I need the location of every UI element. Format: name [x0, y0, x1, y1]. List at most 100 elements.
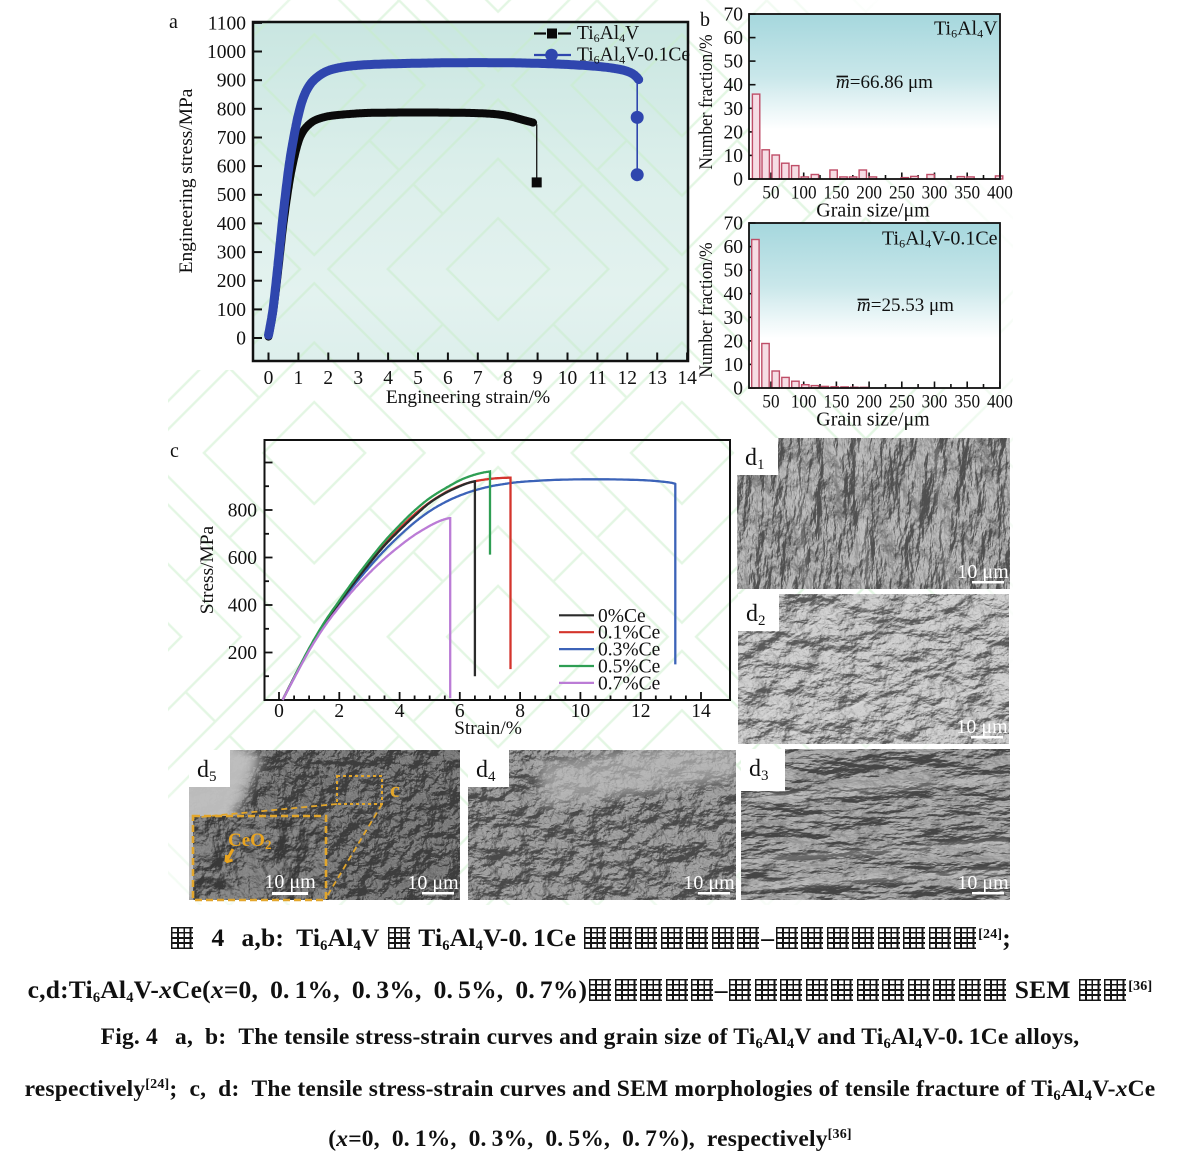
svg-text:60: 60 — [724, 237, 744, 258]
svg-text:100: 100 — [791, 391, 817, 412]
svg-text:m=66.86 μm: m=66.86 μm — [836, 72, 933, 93]
svg-text:200: 200 — [856, 391, 882, 412]
svg-text:20: 20 — [724, 331, 744, 352]
svg-text:a: a — [169, 11, 178, 33]
svg-text:8: 8 — [515, 701, 525, 722]
svg-text:3: 3 — [353, 368, 363, 389]
svg-text:50: 50 — [762, 182, 779, 203]
svg-text:40: 40 — [724, 284, 744, 305]
svg-text:11: 11 — [588, 368, 607, 389]
svg-text:0: 0 — [733, 379, 743, 400]
svg-text:800: 800 — [228, 501, 257, 522]
svg-text:150: 150 — [824, 391, 850, 412]
svg-text:6: 6 — [443, 368, 453, 389]
svg-text:1100: 1100 — [208, 13, 246, 34]
svg-text:6: 6 — [455, 701, 465, 722]
svg-text:b: b — [700, 9, 710, 31]
svg-text:Engineering strain/%: Engineering strain/% — [386, 387, 550, 408]
svg-text:150: 150 — [824, 182, 850, 203]
svg-text:c: c — [390, 777, 400, 802]
svg-text:300: 300 — [922, 182, 948, 203]
svg-text:2: 2 — [323, 368, 333, 389]
svg-text:7: 7 — [473, 368, 483, 389]
svg-text:4: 4 — [383, 368, 393, 389]
svg-text:12: 12 — [618, 368, 638, 389]
svg-text:500: 500 — [217, 185, 246, 206]
svg-text:0.3%Ce: 0.3%Ce — [598, 640, 660, 661]
svg-text:10: 10 — [558, 368, 578, 389]
svg-text:100: 100 — [217, 300, 246, 321]
svg-text:300: 300 — [217, 243, 246, 264]
svg-text:400: 400 — [987, 391, 1013, 412]
svg-text:10 μm: 10 μm — [407, 872, 459, 894]
svg-text:20: 20 — [724, 122, 744, 143]
svg-text:0: 0 — [274, 701, 284, 722]
svg-text:14: 14 — [677, 368, 697, 389]
svg-text:0%Ce: 0%Ce — [598, 606, 646, 627]
svg-text:200: 200 — [217, 271, 246, 292]
svg-text:800: 800 — [217, 99, 246, 120]
svg-text:0: 0 — [264, 368, 274, 389]
svg-text:0.7%Ce: 0.7%Ce — [598, 673, 660, 694]
svg-text:400: 400 — [228, 596, 257, 617]
svg-text:1: 1 — [294, 368, 304, 389]
svg-text:70: 70 — [724, 214, 744, 235]
svg-text:0.5%Ce: 0.5%Ce — [598, 657, 660, 678]
svg-text:250: 250 — [889, 391, 915, 412]
svg-text:600: 600 — [217, 157, 246, 178]
svg-text:10: 10 — [724, 355, 744, 376]
svg-text:70: 70 — [724, 5, 744, 26]
svg-text:50: 50 — [762, 391, 779, 412]
svg-text:5: 5 — [413, 368, 423, 389]
svg-text:30: 30 — [724, 99, 744, 120]
svg-text:10 μm: 10 μm — [683, 872, 735, 894]
svg-text:CeO2: CeO2 — [228, 830, 271, 852]
svg-text:30: 30 — [724, 308, 744, 329]
svg-text:600: 600 — [228, 548, 257, 569]
svg-text:40: 40 — [724, 75, 744, 96]
svg-text:200: 200 — [856, 182, 882, 203]
svg-text:10 μm: 10 μm — [956, 716, 1008, 738]
svg-text:8: 8 — [503, 368, 513, 389]
svg-text:10 μm: 10 μm — [264, 871, 316, 893]
svg-text:350: 350 — [954, 391, 980, 412]
svg-text:Strain/%: Strain/% — [454, 718, 522, 739]
svg-text:900: 900 — [217, 71, 246, 92]
svg-text:1000: 1000 — [207, 42, 246, 63]
svg-text:400: 400 — [217, 214, 246, 235]
svg-text:10: 10 — [571, 701, 591, 722]
svg-text:Grain size/μm: Grain size/μm — [816, 409, 930, 431]
svg-text:0.1%Ce: 0.1%Ce — [598, 623, 660, 644]
svg-text:Number fraction/%: Number fraction/% — [695, 34, 716, 169]
svg-text:Ti6Al4V: Ti6Al4V — [934, 18, 998, 41]
svg-text:250: 250 — [889, 182, 915, 203]
svg-text:Grain size/μm: Grain size/μm — [816, 200, 930, 222]
svg-text:Ti6Al4V-0.1Ce: Ti6Al4V-0.1Ce — [577, 45, 690, 67]
svg-text:14: 14 — [691, 701, 711, 722]
svg-text:m=25.53 μm: m=25.53 μm — [857, 295, 954, 316]
svg-text:10 μm: 10 μm — [957, 561, 1009, 583]
svg-text:50: 50 — [724, 261, 744, 282]
svg-text:9: 9 — [533, 368, 543, 389]
svg-text:Stress/MPa: Stress/MPa — [197, 525, 218, 614]
svg-text:300: 300 — [922, 391, 948, 412]
svg-text:Ti6Al4V: Ti6Al4V — [577, 23, 639, 45]
svg-text:Engineering stress/MPa: Engineering stress/MPa — [176, 88, 197, 273]
svg-text:12: 12 — [631, 701, 651, 722]
svg-text:Number fraction/%: Number fraction/% — [695, 242, 716, 377]
svg-text:200: 200 — [228, 643, 257, 664]
svg-text:10 μm: 10 μm — [957, 872, 1009, 894]
svg-text:60: 60 — [724, 28, 744, 49]
svg-text:2: 2 — [334, 701, 344, 722]
svg-text:Ti6Al4V-0.1Ce: Ti6Al4V-0.1Ce — [882, 228, 998, 251]
svg-text:400: 400 — [987, 182, 1013, 203]
svg-text:4: 4 — [395, 701, 405, 722]
svg-text:10: 10 — [724, 146, 744, 167]
svg-text:0: 0 — [236, 329, 246, 350]
svg-text:50: 50 — [724, 52, 744, 73]
svg-text:c: c — [170, 440, 179, 462]
svg-text:13: 13 — [647, 368, 667, 389]
svg-text:700: 700 — [217, 128, 246, 149]
svg-text:350: 350 — [954, 182, 980, 203]
svg-text:0: 0 — [733, 170, 743, 191]
